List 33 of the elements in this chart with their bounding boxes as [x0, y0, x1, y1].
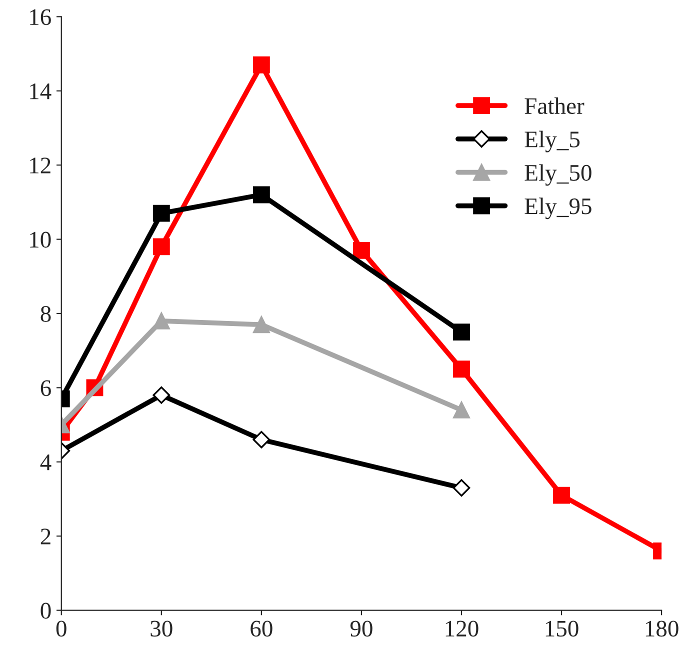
y-tick-label: 10 [30, 232, 51, 248]
point [352, 242, 370, 259]
point [452, 479, 470, 497]
point [252, 316, 270, 334]
y-tick-label: 4 [40, 454, 52, 470]
x-tick-label: 0 [56, 620, 66, 637]
x-tick-label: 120 [446, 620, 478, 637]
legend-label: Ely_95 [524, 198, 592, 220]
point [152, 238, 170, 256]
y-tick-label: 12 [30, 158, 50, 174]
x-tick-label: 30 [150, 620, 172, 637]
point [252, 430, 270, 448]
legend-label: Ely_5 [524, 130, 580, 152]
point [453, 324, 470, 341]
x-tick-label: 60 [250, 620, 272, 637]
point [252, 186, 270, 204]
legend-label: Father [524, 97, 584, 114]
x-tick-label: 150 [546, 620, 578, 637]
point [252, 56, 270, 74]
point [453, 401, 470, 418]
y-tick-label: 6 [40, 380, 51, 396]
point [553, 486, 570, 504]
y-tick-label: 14 [30, 83, 52, 100]
point [152, 204, 170, 222]
y-tick-label: 0 [40, 602, 51, 619]
y-tick-label: 2 [40, 528, 50, 544]
y-tick-label: 16 [30, 9, 51, 26]
point [453, 360, 470, 378]
point [152, 386, 170, 404]
x-tick-label: 90 [350, 620, 372, 637]
legend-label: Ely_50 [524, 164, 592, 186]
y-tick-label: 8 [40, 306, 51, 322]
x-tick-label: 180 [646, 620, 678, 637]
